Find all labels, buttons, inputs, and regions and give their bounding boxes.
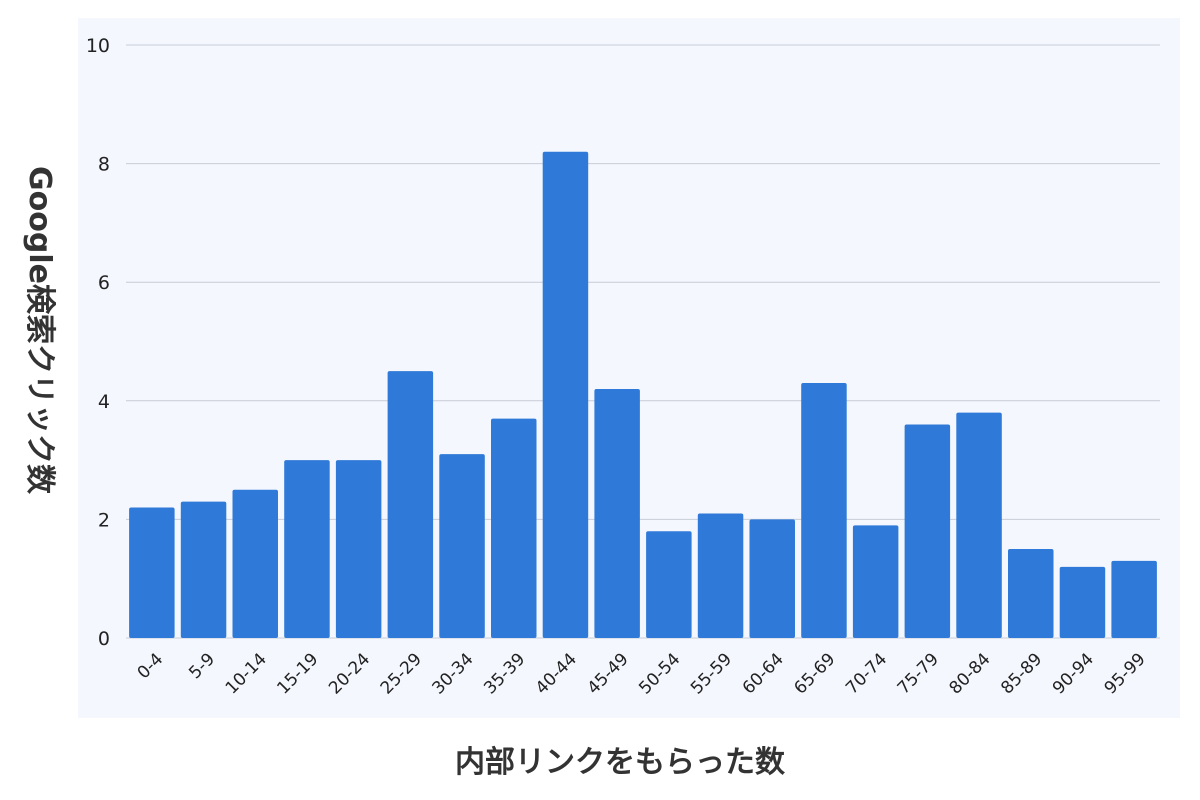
bar-40-44 — [542, 151, 589, 639]
bar-75-79 — [904, 424, 951, 638]
bar-80-84 — [956, 412, 1002, 638]
bar-50-54 — [646, 531, 692, 638]
y-tick-label: 6 — [98, 272, 110, 294]
y-tick-label: 10 — [86, 35, 110, 57]
bar-10-14 — [232, 489, 278, 638]
y-tick-label: 2 — [98, 509, 110, 531]
bar-90-94 — [1059, 566, 1106, 638]
y-tick-label: 8 — [98, 154, 110, 176]
bar-85-89 — [1008, 549, 1054, 638]
bar-60-64 — [749, 519, 795, 638]
bar-20-24 — [335, 460, 382, 638]
bar-25-29 — [387, 371, 434, 638]
bar-70-74 — [852, 525, 899, 638]
y-axis-title: Google検索クリック数 — [22, 166, 57, 495]
bar-65-69 — [801, 383, 847, 638]
bar-30-34 — [439, 454, 485, 638]
y-axis-ticks: 0 2 4 6 8 10 — [86, 35, 110, 650]
bars — [129, 151, 1157, 639]
bar-45-49 — [594, 388, 640, 638]
bar-35-39 — [491, 418, 537, 638]
y-tick-label: 4 — [98, 391, 110, 413]
bar-5-9 — [180, 501, 227, 638]
bar-15-19 — [284, 460, 330, 638]
bar-0-4 — [129, 507, 175, 638]
bar-95-99 — [1111, 560, 1157, 638]
y-tick-label: 0 — [98, 628, 110, 650]
bar-55-59 — [697, 513, 744, 638]
x-axis-title: 内部リンクをもらった数 — [455, 745, 786, 780]
